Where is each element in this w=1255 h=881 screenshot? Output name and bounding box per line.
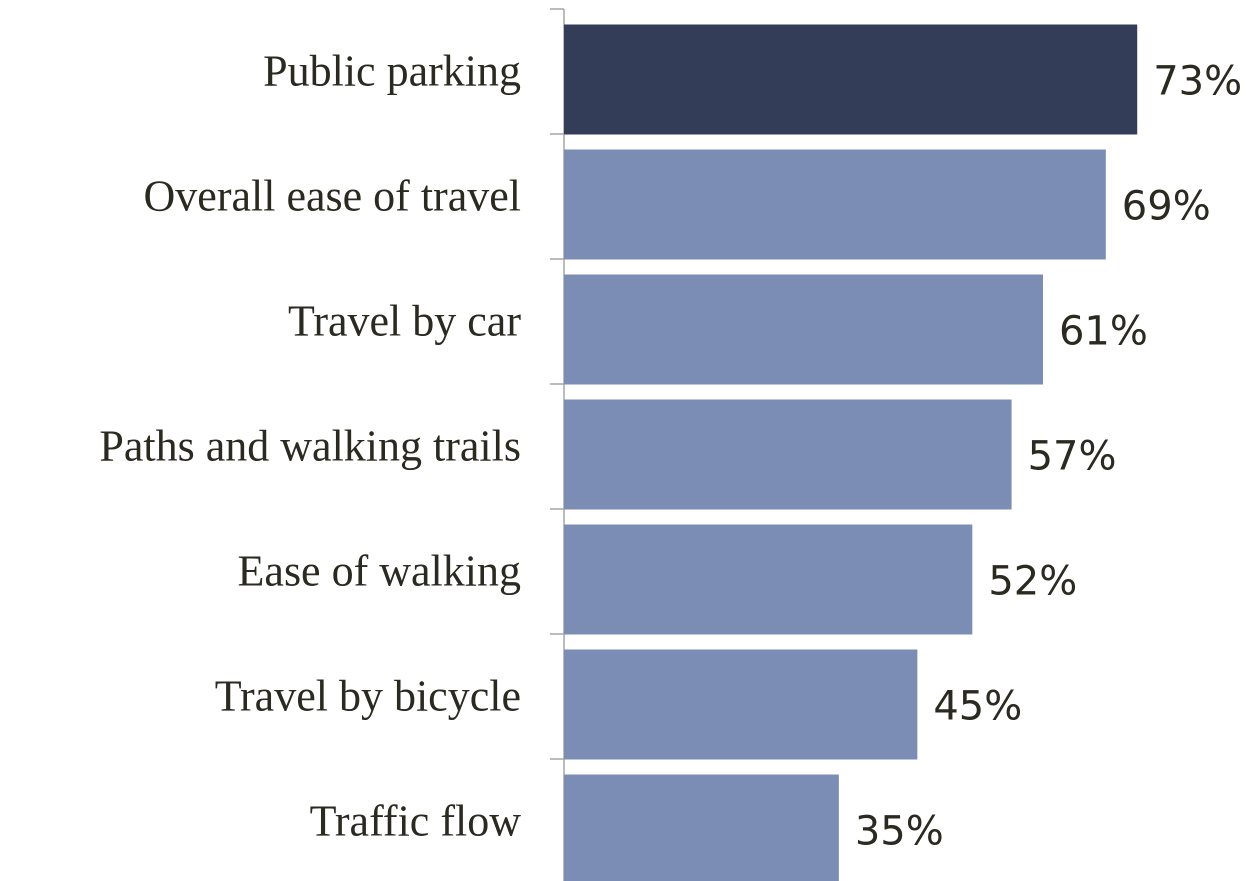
data-label: 73% bbox=[1153, 59, 1242, 105]
bar bbox=[564, 649, 918, 760]
data-label: 45% bbox=[933, 684, 1022, 730]
bar bbox=[564, 24, 1138, 135]
data-label: 69% bbox=[1122, 184, 1211, 230]
category-label: Paths and walking trails bbox=[99, 422, 521, 471]
bar bbox=[564, 774, 839, 881]
bar bbox=[564, 149, 1106, 260]
bar bbox=[564, 399, 1012, 510]
category-label: Ease of walking bbox=[238, 547, 521, 596]
category-label: Traffic flow bbox=[310, 797, 522, 846]
category-label: Overall ease of travel bbox=[144, 172, 521, 221]
category-label: Public parking bbox=[263, 47, 521, 96]
data-label: 61% bbox=[1059, 309, 1148, 355]
data-label: 57% bbox=[1028, 434, 1117, 480]
bar bbox=[564, 274, 1043, 385]
bar bbox=[564, 524, 973, 635]
data-label: 52% bbox=[988, 559, 1077, 605]
data-label: 35% bbox=[855, 809, 944, 855]
category-label: Travel by bicycle bbox=[215, 672, 521, 721]
category-label: Travel by car bbox=[288, 297, 521, 346]
